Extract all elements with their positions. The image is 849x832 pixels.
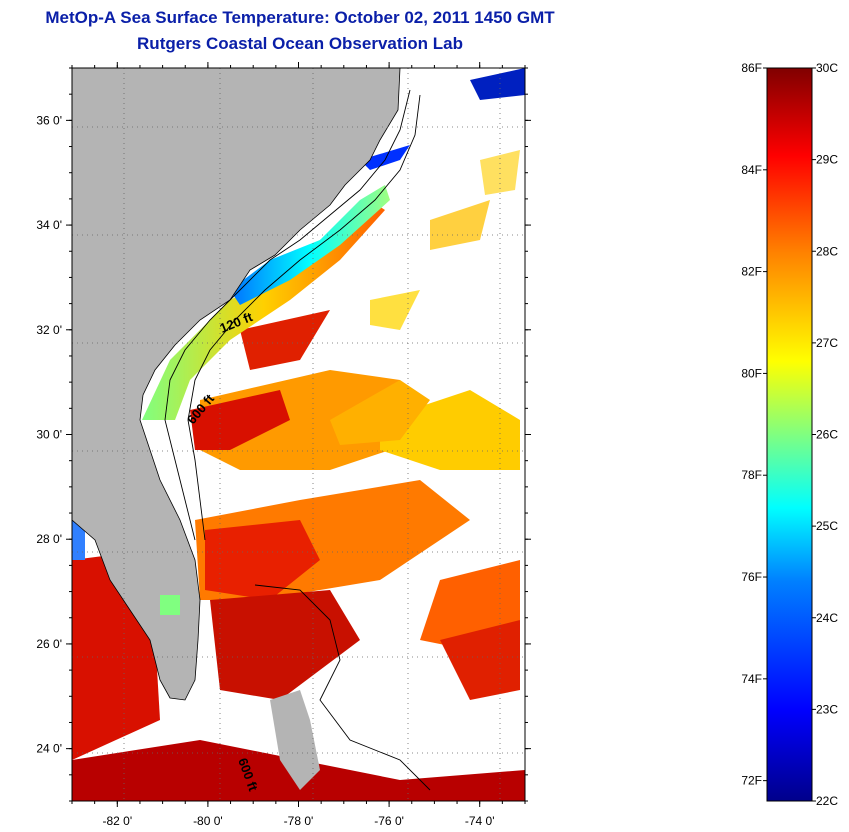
colorbar-c-label: 28C <box>816 244 838 258</box>
longitude-axis: -82 0' -80 0' -78 0' -76 0' -74 0' <box>71 62 526 828</box>
colorbar-f-label: 82F <box>741 265 762 279</box>
colorbar-f-label: 74F <box>741 672 762 686</box>
land-layer <box>72 68 401 790</box>
colorbar-c-label: 22C <box>816 794 838 808</box>
colorbar-c-label: 26C <box>816 428 838 442</box>
colorbar-c-label: 27C <box>816 336 838 350</box>
map-title: MetOp-A Sea Surface Temperature: October… <box>45 8 555 27</box>
lat-tick-label: 34 0' <box>36 218 62 232</box>
florida-and-us-coast <box>72 68 401 701</box>
lon-tick-label: -74 0' <box>465 814 495 828</box>
colorbar-ramp <box>766 67 813 802</box>
lat-tick-label: 28 0' <box>36 532 62 546</box>
lon-tick-label: -76 0' <box>374 814 404 828</box>
colorbar-f-label: 76F <box>741 570 762 584</box>
colorbar-f-label: 72F <box>741 774 762 788</box>
colorbar-f-label: 80F <box>741 366 762 380</box>
map-panel: 120 ft 600 ft 600 ft <box>71 67 526 802</box>
colorbar-f-label: 84F <box>741 163 762 177</box>
colorbar-f-label: 78F <box>741 468 762 482</box>
lat-tick-label: 36 0' <box>36 113 62 127</box>
latitude-axis: 24 0' 26 0' 28 0' 30 0' 32 0' 34 0' 36 0' <box>36 67 531 802</box>
colorbar-c-label: 30C <box>816 61 838 75</box>
isobath-contours <box>164 89 431 791</box>
colorbar-c-label: 24C <box>816 611 838 625</box>
colorbar-c-label: 25C <box>816 519 838 533</box>
fahrenheit-labels: 86F 84F 82F 80F 78F 76F 74F 72F <box>741 61 767 788</box>
lon-tick-label: -80 0' <box>193 814 223 828</box>
lon-tick-label: -78 0' <box>284 814 314 828</box>
map-subtitle: Rutgers Coastal Ocean Observation Lab <box>137 34 463 53</box>
colorbar-c-label: 29C <box>816 153 838 167</box>
lat-tick-label: 30 0' <box>36 428 62 442</box>
lake-okeechobee <box>160 595 180 615</box>
lat-tick-label: 24 0' <box>36 742 62 756</box>
colorbar-c-label: 23C <box>816 702 838 716</box>
colorbar: 30C 29C 28C 27C 26C 25C 24C 23C 22C 86F 84F 82F 80F… <box>741 61 838 808</box>
lon-tick-label: -82 0' <box>102 814 132 828</box>
lat-tick-label: 32 0' <box>36 323 62 337</box>
bahamas-island <box>270 690 320 790</box>
celsius-labels: 30C 29C 28C 27C 26C 25C 24C 23C 22C <box>812 61 838 808</box>
grid-lines <box>72 68 525 801</box>
colorbar-f-label: 86F <box>741 61 762 75</box>
lat-tick-label: 26 0' <box>36 637 62 651</box>
